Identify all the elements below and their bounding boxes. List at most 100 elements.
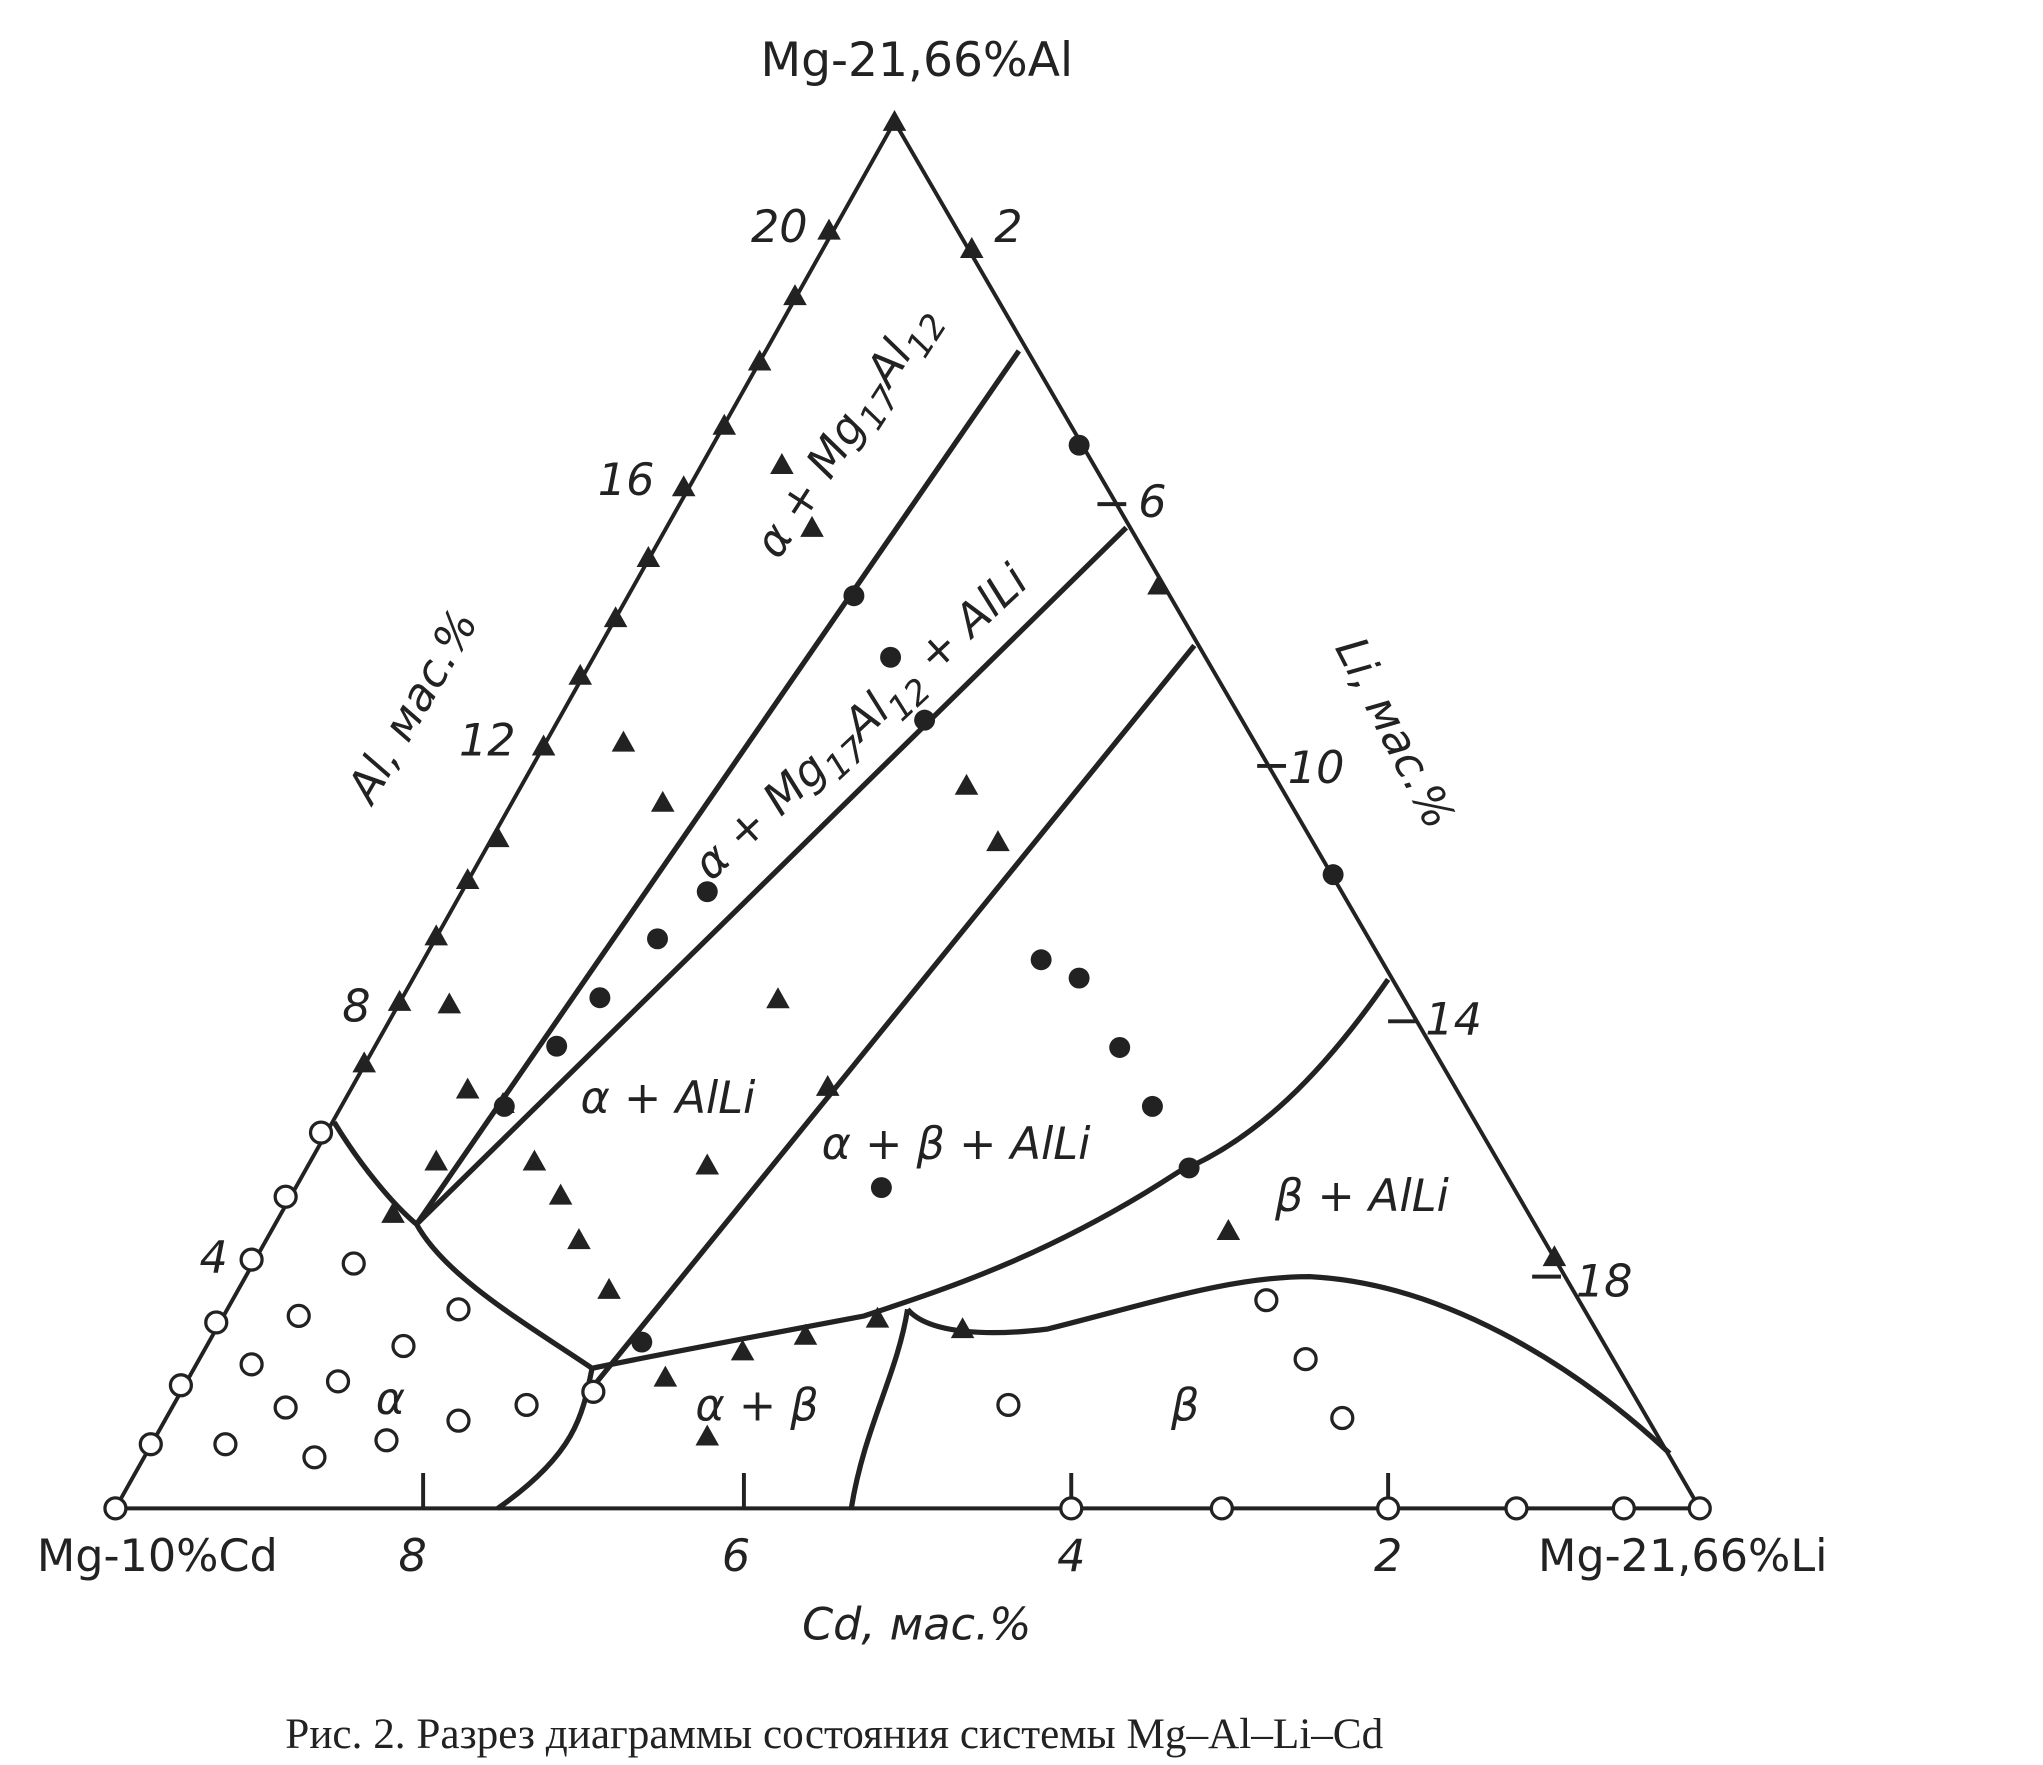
- label-part: α: [376, 1374, 405, 1425]
- triangle-point: [793, 1323, 818, 1345]
- vertex-label: Mg-21,66%Li: [1538, 1531, 1828, 1582]
- open-point: [239, 1352, 264, 1377]
- phase-boundary: [590, 643, 1197, 1390]
- region-label: β + AlLi: [1274, 1171, 1450, 1222]
- open-point: [996, 1392, 1021, 1418]
- triangle-point: [959, 236, 984, 258]
- open-point: [239, 1247, 264, 1272]
- filled-point: [843, 585, 865, 607]
- open-point: [1209, 1496, 1234, 1521]
- open-point: [302, 1445, 327, 1470]
- triangle-point: [352, 1051, 376, 1073]
- triangle-point: [531, 734, 556, 756]
- phase-boundary: [848, 1308, 911, 1509]
- triangle-point: [597, 1277, 621, 1299]
- triangle-point: [611, 730, 636, 752]
- tick-label: 8: [342, 981, 370, 1032]
- triangle-point: [424, 924, 449, 946]
- filled-point: [1141, 1095, 1163, 1117]
- open-point: [581, 1379, 606, 1404]
- triangle-point: [770, 453, 794, 474]
- open-point: [273, 1395, 298, 1420]
- tick-label: 20: [751, 202, 808, 253]
- open-point: [1687, 1496, 1712, 1521]
- open-point: [391, 1333, 416, 1359]
- open-point: [103, 1496, 128, 1521]
- open-point: [374, 1428, 399, 1453]
- triangle-point: [381, 1201, 405, 1223]
- axis-label: Al, мас.%: [336, 601, 488, 813]
- filled-point: [631, 1331, 653, 1353]
- phase-boundary: [331, 1120, 595, 1511]
- phase-boundary: [591, 977, 1391, 1371]
- triangle-point: [455, 868, 480, 890]
- region-label: β: [1170, 1381, 1199, 1432]
- region-label: α + β: [695, 1381, 818, 1432]
- filled-point: [1068, 434, 1090, 456]
- tick-label: 16: [598, 455, 655, 506]
- tick-label: 6: [1138, 477, 1166, 528]
- filled-point: [546, 1035, 568, 1057]
- label-part: α + Mg: [684, 743, 837, 890]
- vertex-label: Mg-21,66%Al: [760, 33, 1073, 88]
- open-point: [446, 1408, 471, 1433]
- tick-label: 2: [994, 202, 1022, 253]
- region-label: α + Mg17Al12: [745, 295, 956, 573]
- filled-point: [1068, 967, 1090, 989]
- triangle-point: [712, 413, 737, 435]
- vertex-label: Mg-10%Cd: [37, 1531, 278, 1582]
- open-point: [1254, 1288, 1279, 1313]
- triangle-point: [695, 1153, 720, 1175]
- triangle-point: [800, 515, 824, 537]
- open-point: [514, 1392, 539, 1418]
- open-point: [204, 1310, 229, 1335]
- triangle-point: [568, 663, 593, 685]
- tick-label: 10: [1288, 743, 1345, 794]
- filled-point: [880, 646, 902, 668]
- triangle-point: [567, 1228, 591, 1250]
- axis-label: Li, мас.%: [1325, 629, 1465, 837]
- tick-label: 2: [1374, 1531, 1402, 1582]
- label-part: β + AlLi: [1274, 1171, 1450, 1222]
- tick-label: 18: [1576, 1256, 1633, 1307]
- triangle-point: [636, 545, 661, 567]
- axis-label: Cd, мас.%: [802, 1599, 1031, 1650]
- filled-point: [1109, 1037, 1131, 1058]
- open-point: [1611, 1496, 1636, 1521]
- region-label: α + AlLi: [581, 1073, 757, 1124]
- open-point: [286, 1303, 311, 1329]
- label-part: + AlLi: [897, 555, 1039, 692]
- triangle-point: [882, 109, 907, 131]
- open-point: [213, 1432, 238, 1457]
- filled-point: [589, 987, 611, 1009]
- tick-marks: [421, 502, 1561, 1509]
- triangle-point: [817, 218, 841, 240]
- open-point: [1376, 1496, 1401, 1521]
- triangle-point: [485, 826, 510, 848]
- caption: Рис. 2. Разрез диаграммы состояния систе…: [285, 1711, 1383, 1758]
- region-label: α + β + AlLi: [822, 1119, 1091, 1170]
- open-point: [138, 1432, 163, 1457]
- triangle-point: [455, 1077, 480, 1099]
- filled-point: [493, 1095, 515, 1117]
- triangle-point: [1147, 573, 1171, 595]
- triangle-point: [650, 790, 675, 812]
- region-label: α: [376, 1374, 405, 1425]
- open-point: [325, 1369, 351, 1394]
- filled-point: [696, 881, 718, 903]
- triangle-point: [730, 1339, 755, 1361]
- frame: [112, 117, 1704, 1511]
- tick-label: 4: [199, 1233, 227, 1284]
- filled-point: [1030, 949, 1052, 971]
- label-part: α + Mg: [745, 403, 876, 566]
- triangle-point: [766, 987, 790, 1009]
- triangle-point: [603, 606, 628, 628]
- open-point: [1504, 1496, 1529, 1521]
- triangle-point: [653, 1365, 678, 1387]
- triangle-point: [437, 992, 462, 1014]
- triangle-point: [695, 1424, 720, 1446]
- tick-label: 12: [459, 715, 516, 766]
- filled-point: [1178, 1157, 1200, 1179]
